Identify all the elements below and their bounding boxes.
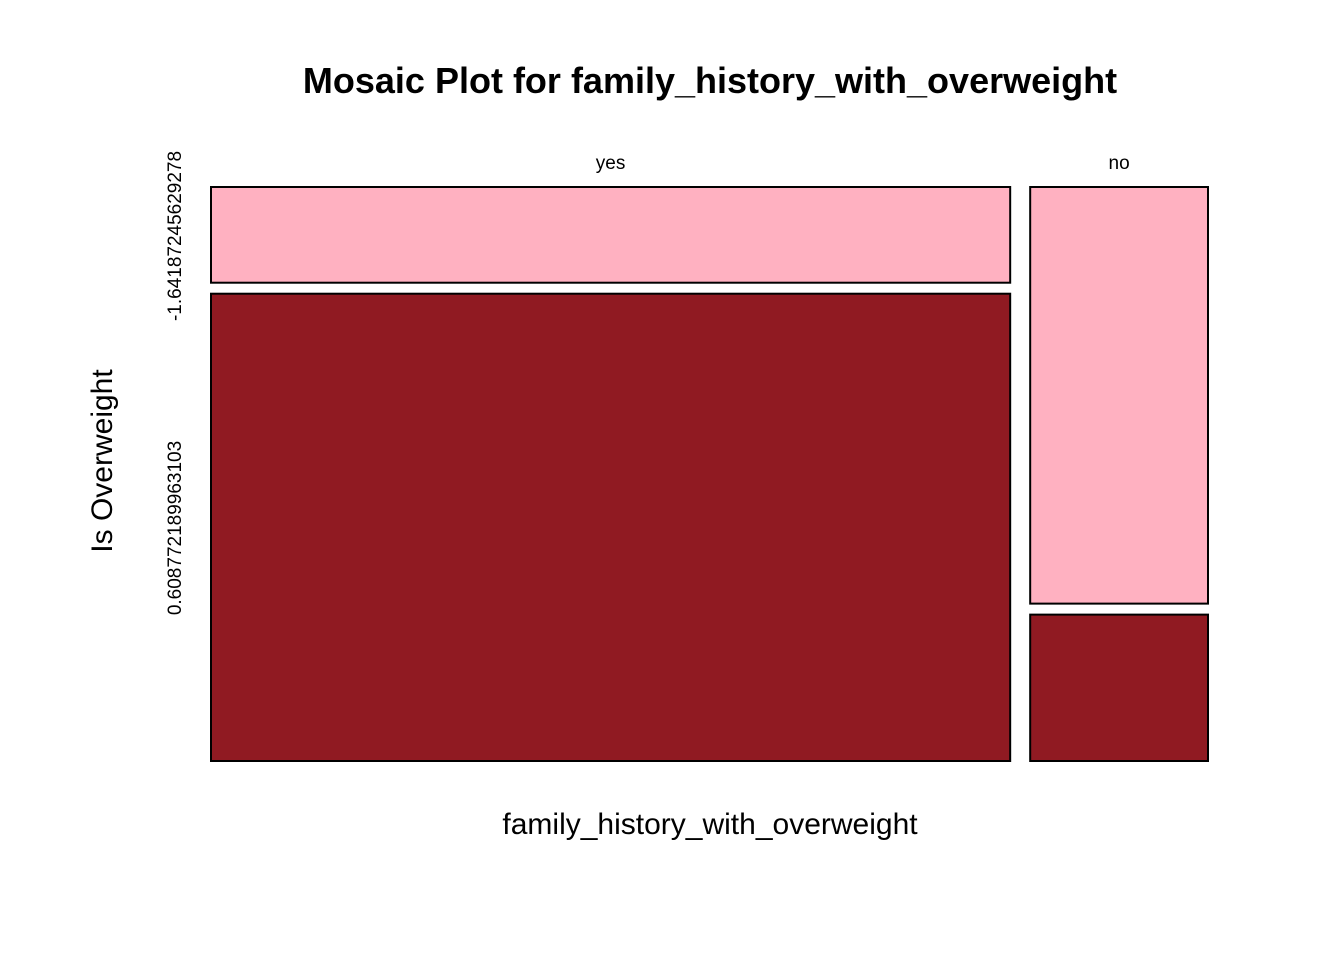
x-axis-label: family_history_with_overweight bbox=[502, 808, 918, 841]
y-tick-label-low: -1.64187245629278 bbox=[165, 151, 186, 321]
mosaic-tile-yes-low bbox=[210, 186, 1012, 284]
x-tick-label-no: no bbox=[1109, 153, 1130, 174]
mosaic-tiles bbox=[210, 186, 1210, 762]
x-tick-label-yes: yes bbox=[596, 153, 626, 174]
y-tick-label-high: 0.608772189963103 bbox=[165, 441, 186, 615]
mosaic-tile-yes-high bbox=[210, 292, 1012, 762]
chart-title: Mosaic Plot for family_history_with_over… bbox=[303, 60, 1117, 101]
mosaic-tile-no-low bbox=[1029, 186, 1210, 605]
mosaic-tile-no-high bbox=[1029, 613, 1210, 762]
y-tick-labels: -1.64187245629278 0.608772189963103 bbox=[165, 151, 186, 615]
y-axis-label: Is Overweight bbox=[86, 369, 119, 553]
x-tick-labels: yes no bbox=[596, 153, 1130, 174]
